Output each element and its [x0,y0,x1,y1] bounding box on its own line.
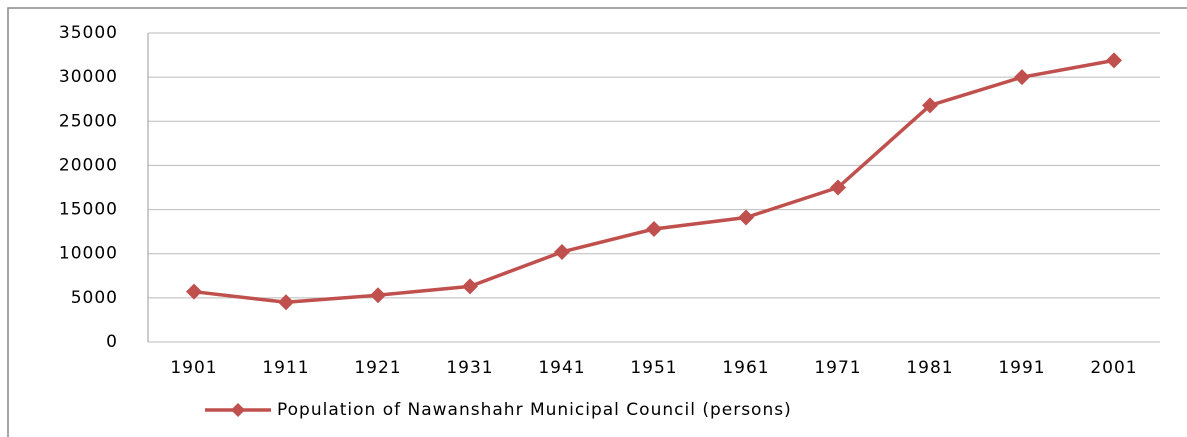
point-marker [738,209,754,226]
point-marker [186,283,202,300]
x-tick-label: 1921 [354,358,401,378]
point-marker [370,287,386,304]
x-tick-label: 1901 [170,358,217,378]
y-tick-label: 15000 [59,200,118,220]
x-tick-label: 1981 [906,358,953,378]
point-marker [1106,52,1122,69]
point-marker [554,243,570,260]
point-marker [922,97,938,114]
y-tick-label: 10000 [59,244,118,264]
y-tick-label: 5000 [71,288,118,308]
legend-marker [231,403,245,417]
point-marker [830,179,846,196]
y-tick-label: 20000 [59,155,118,175]
x-tick-label: 1971 [814,358,861,378]
point-marker [462,278,478,295]
legend-label: Population of Nawanshahr Municipal Counc… [277,400,792,420]
x-tick-label: 1961 [722,358,769,378]
x-tick-label: 1941 [538,358,585,378]
y-tick-label: 0 [106,332,118,352]
point-marker [278,294,294,311]
chart-border [7,7,1187,437]
x-tick-label: 2001 [1090,358,1137,378]
y-tick-label: 25000 [59,111,118,131]
x-tick-label: 1991 [998,358,1045,378]
y-tick-label: 35000 [59,23,118,43]
x-tick-label: 1911 [262,358,309,378]
point-marker [1014,69,1030,86]
series-line [193,58,1115,305]
y-tick-label: 30000 [59,67,118,87]
x-tick-label: 1951 [630,358,677,378]
x-tick-label: 1931 [446,358,493,378]
point-marker [646,220,662,237]
